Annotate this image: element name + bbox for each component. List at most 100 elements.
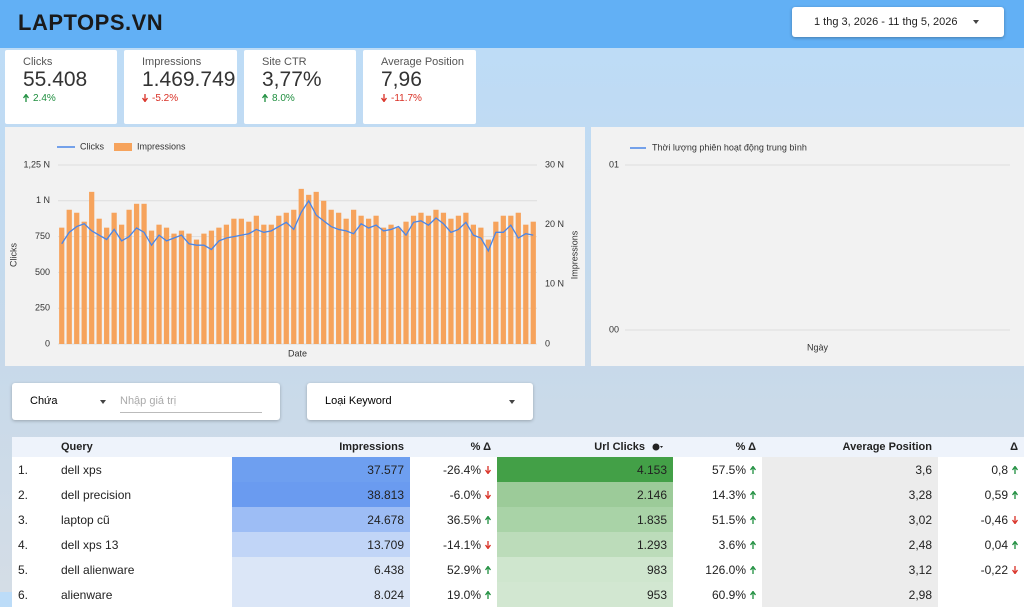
table-cell: 0,04 xyxy=(938,532,1024,557)
trend-arrow xyxy=(750,515,756,524)
table-cell: dell xps xyxy=(55,457,232,482)
table-cell: 2.146 xyxy=(497,482,673,507)
cell-text: 0,8 xyxy=(991,462,1008,477)
scorecard-change: -5.2% xyxy=(152,93,179,104)
cell-text: 60.9% xyxy=(711,587,746,602)
cell-text: 3,28 xyxy=(908,487,932,502)
table-cell: 2,48 xyxy=(762,532,938,557)
cell-text: 19.0% xyxy=(446,587,481,602)
trend-arrow xyxy=(381,94,387,102)
scorecard: Clicks 55.408 2.4% xyxy=(5,50,117,124)
trend-arrow xyxy=(262,94,268,102)
trend-arrow xyxy=(485,465,491,474)
table-cell: 51.5% xyxy=(673,507,762,532)
table-cell: 1.835 xyxy=(497,507,673,532)
cell-text: 2,98 xyxy=(908,587,932,602)
cell-text: dell alienware xyxy=(61,562,135,577)
cell-text: 14.3% xyxy=(711,487,746,502)
scorecard-value: 1.469.749 xyxy=(142,68,236,91)
arrow-shape xyxy=(750,465,756,474)
trend-arrow xyxy=(485,540,491,549)
operator-select[interactable]: Chứa xyxy=(30,395,58,407)
header-label: Average Position xyxy=(842,441,932,453)
table-row: 3. laptop cũ 24.678 36.5% 1.835 51.5% 3,02 -0,4… xyxy=(12,507,1024,532)
scorecard: Impressions 1.469.749 -5.2% xyxy=(124,50,237,124)
scorecard-value: 3,77% xyxy=(262,68,322,91)
arrow-shape xyxy=(750,490,756,499)
table-cell: 4.153 xyxy=(497,457,673,482)
cell-text: 1.835 xyxy=(636,512,667,527)
trend-arrow xyxy=(142,94,148,102)
cell-text: 36.5% xyxy=(446,512,481,527)
arrow-shape xyxy=(262,94,268,102)
header-label: % Δ xyxy=(735,441,756,453)
table-cell: 953 xyxy=(497,582,673,607)
cell-text: 983 xyxy=(646,562,667,577)
cell-text: 4.153 xyxy=(636,462,667,477)
cell-text: 953 xyxy=(646,587,667,602)
trend-arrow xyxy=(1012,490,1018,499)
table-row: 5. dell alienware 6.438 52.9% 983 126.0% 3,12 -… xyxy=(12,557,1024,582)
trend-arrow xyxy=(23,94,29,102)
arrow-shape xyxy=(750,565,756,574)
table-row: 4. dell xps 13 13.709 -14.1% 1.293 3.6% 2,48 0,… xyxy=(12,532,1024,557)
table-cell: 3,02 xyxy=(762,507,938,532)
table-row: 6. alienware 8.024 19.0% 953 60.9% 2,98 xyxy=(12,582,1024,607)
arrow-shape xyxy=(1012,565,1018,574)
cell-text: 5. xyxy=(18,562,29,577)
table-cell: 38.813 xyxy=(232,482,410,507)
cell-text: -0,22 xyxy=(980,562,1008,577)
table-header: Query Impressions % Δ Url Clicks % Δ Average … xyxy=(12,437,1024,457)
arrow-shape xyxy=(485,490,491,499)
table-cell: 0,8 xyxy=(938,457,1024,482)
scorecard: Site CTR 3,77% 8.0% xyxy=(244,50,356,124)
table-cell: -0,22 xyxy=(938,557,1024,582)
scorecard-change: -11.7% xyxy=(391,93,422,104)
cell-text: -26.4% xyxy=(442,462,481,477)
scorecard-value: 7,96 xyxy=(381,68,422,91)
value-input[interactable]: Nhập giá trị xyxy=(120,395,262,413)
table-cell: 19.0% xyxy=(410,582,497,607)
header-label: Query xyxy=(61,441,93,453)
table-cell: 1. xyxy=(12,457,55,482)
table-cell: 2,98 xyxy=(762,582,938,607)
cell-text: 37.577 xyxy=(367,462,404,477)
header-cell[interactable]: Url Clicks xyxy=(497,437,673,457)
arrow-shape xyxy=(1012,540,1018,549)
keyword-dropdown[interactable]: Loại Keyword xyxy=(307,383,533,420)
trend-arrow xyxy=(1012,540,1018,549)
cell-text: 1.293 xyxy=(636,537,667,552)
table-cell: dell precision xyxy=(55,482,232,507)
cell-text: alienware xyxy=(61,587,113,602)
arrow-shape xyxy=(23,94,29,102)
table-cell: 3.6% xyxy=(673,532,762,557)
header-cell: Query xyxy=(55,437,232,457)
table-cell: 37.577 xyxy=(232,457,410,482)
cell-text: 0,04 xyxy=(984,537,1008,552)
filter-box: Chứa Nhập giá trị xyxy=(12,383,280,420)
scorecard-value: 55.408 xyxy=(23,68,88,91)
header-cell xyxy=(12,437,55,457)
table-cell: 6. xyxy=(12,582,55,607)
cell-text: 4. xyxy=(18,537,29,552)
table-cell: 52.9% xyxy=(410,557,497,582)
table-cell: 6.438 xyxy=(232,557,410,582)
cell-text: dell precision xyxy=(61,487,132,502)
cell-text: -0,46 xyxy=(980,512,1008,527)
cell-text: dell xps 13 xyxy=(61,537,119,552)
arrow-shape xyxy=(485,565,491,574)
header-cell: Δ xyxy=(938,437,1024,457)
cell-text: 0,59 xyxy=(984,487,1008,502)
trend-arrow xyxy=(1012,565,1018,574)
cell-text: 3,02 xyxy=(908,512,932,527)
table-cell: 126.0% xyxy=(673,557,762,582)
cell-text: 13.709 xyxy=(367,537,404,552)
cell-text: 3. xyxy=(18,512,29,527)
header-label: % Δ xyxy=(470,441,491,453)
cell-text: -14.1% xyxy=(442,537,481,552)
cell-text: 52.9% xyxy=(446,562,481,577)
date-picker[interactable]: 1 thg 3, 2026 - 11 thg 5, 2026 xyxy=(792,7,1004,37)
table-cell: laptop cũ xyxy=(55,507,232,532)
table-cell: 4. xyxy=(12,532,55,557)
